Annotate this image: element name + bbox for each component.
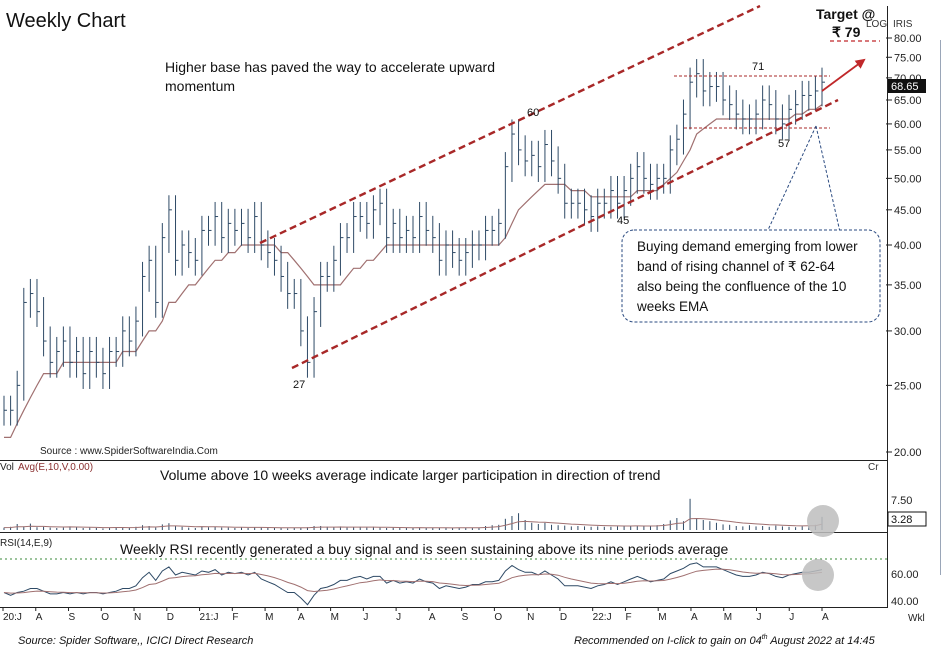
callout-pointer <box>767 125 841 233</box>
callout-line-3: also being the confluence of the 10 <box>637 279 846 294</box>
x-tick-label: S <box>69 612 76 623</box>
x-tick-label: O <box>101 612 109 623</box>
top-note-line-2: momentum <box>165 78 235 94</box>
rsi-note: Weekly RSI recently generated a buy sign… <box>120 541 729 557</box>
price-tick-label: 40.00 <box>894 240 922 252</box>
swing-label-60: 60 <box>527 107 539 119</box>
x-tick-label: A <box>298 612 305 623</box>
x-tick-label: F <box>625 612 631 623</box>
volume-unit: Cr <box>868 462 879 473</box>
x-tick-label: J <box>789 612 794 623</box>
volume-label: Vol <box>0 462 14 473</box>
rsi-tick-60: 60.00 <box>891 569 919 581</box>
x-tick-label: M <box>265 612 273 623</box>
price-tick-label: 75.00 <box>894 52 922 64</box>
x-tick-label: D <box>167 612 174 623</box>
x-tick-label: M <box>658 612 666 623</box>
price-bars-layer <box>3 59 825 426</box>
x-tick-label: M <box>331 612 339 623</box>
swing-label-71: 71 <box>752 61 764 73</box>
price-tick-label: 30.00 <box>894 326 922 338</box>
price-tick-label: 80.00 <box>894 33 922 45</box>
panel-frames <box>0 6 888 608</box>
rsi-layer <box>3 562 823 606</box>
swing-label-57: 57 <box>778 138 790 150</box>
rsi-signal-line <box>3 568 823 594</box>
x-tick-label: A <box>691 612 698 623</box>
price-tick-label: 20.00 <box>894 447 922 459</box>
footer-recommended: Recommended on I-click to gain on 04th A… <box>574 634 876 647</box>
callout-box <box>621 229 881 323</box>
current-price-value: 68.65 <box>891 81 919 93</box>
log-label: LOG <box>866 19 887 30</box>
price-y-axis: 80.0075.0070.0065.0060.0055.0050.0045.00… <box>886 33 922 459</box>
x-tick-label: S <box>462 612 469 623</box>
top-note-line-1: Higher base has paved the way to acceler… <box>165 59 495 75</box>
volume-average-line <box>3 517 823 529</box>
chart-title: Weekly Chart <box>6 10 126 32</box>
footer-recommended-prefix: Recommended on I-click to gain on 04 <box>574 635 762 647</box>
volume-avg-label: Avg(E,10,V,0.00) <box>18 462 93 473</box>
x-tick-label: 21:J <box>200 612 219 623</box>
swing-label-45: 45 <box>617 215 629 227</box>
target-value: ₹ 79 <box>832 24 861 40</box>
rsi-line <box>3 562 823 606</box>
rsi-tick-40: 40.00 <box>891 596 919 608</box>
inner-source-text: Source : www.SpiderSoftwareIndia.Com <box>40 446 218 457</box>
price-tick-label: 35.00 <box>894 280 922 292</box>
callout-line-1: Buying demand emerging from lower <box>637 239 858 254</box>
target-label: Target @ <box>816 6 875 22</box>
volume-note: Volume above 10 weeks average indicate l… <box>160 467 660 483</box>
x-tick-label: A <box>822 612 829 623</box>
callout-line-4: weeks EMA <box>636 299 708 314</box>
price-tick-label: 50.00 <box>894 173 922 185</box>
price-tick-label: 45.00 <box>894 205 922 217</box>
symbol-label: IRIS <box>893 19 913 30</box>
price-tick-label: 65.00 <box>894 95 922 107</box>
price-tick-label: 55.00 <box>894 145 922 157</box>
volume-highlight-marker <box>807 505 839 537</box>
footer-recommended-sup: th <box>762 634 768 641</box>
x-axis: 20:J A S O N D 21:J F M A M J J A S O N D 22:J F M A M J J A <box>2 607 829 623</box>
rsi-highlight-marker <box>802 559 834 591</box>
x-tick-label: J <box>363 612 368 623</box>
target-arrow <box>821 58 866 92</box>
price-tick-label: 25.00 <box>894 380 922 392</box>
volume-layer <box>3 498 823 530</box>
x-tick-label: 20:J <box>3 612 22 623</box>
rsi-label: RSI(14,E,9) <box>0 538 52 549</box>
volume-tick-750: 7.50 <box>891 495 912 507</box>
period-label: Wkl <box>908 613 925 624</box>
volume-current-value: 3.28 <box>891 514 912 526</box>
x-tick-label: 22:J <box>593 612 612 623</box>
x-tick-label: N <box>134 612 141 623</box>
channel-upper-line <box>259 4 761 245</box>
callout-line-2: band of rising channel of ₹ 62-64 <box>637 259 835 274</box>
volume-current-tag <box>887 511 927 527</box>
channel-lower-line <box>291 98 839 370</box>
swing-label-27: 27 <box>293 379 305 391</box>
x-tick-label: O <box>494 612 502 623</box>
footer-source: Source: Spider Software,, ICICI Direct R… <box>18 635 253 647</box>
x-tick-label: A <box>429 612 436 623</box>
price-tick-label: 60.00 <box>894 119 922 131</box>
x-tick-label: F <box>232 612 238 623</box>
footer-recommended-suffix: August 2022 at 14:45 <box>768 635 876 647</box>
x-tick-label: A <box>36 612 43 623</box>
x-tick-label: N <box>527 612 534 623</box>
x-tick-label: J <box>756 612 761 623</box>
current-price-tag <box>888 79 926 93</box>
x-tick-label: M <box>724 612 732 623</box>
x-tick-label: J <box>396 612 401 623</box>
x-tick-label: D <box>560 612 567 623</box>
